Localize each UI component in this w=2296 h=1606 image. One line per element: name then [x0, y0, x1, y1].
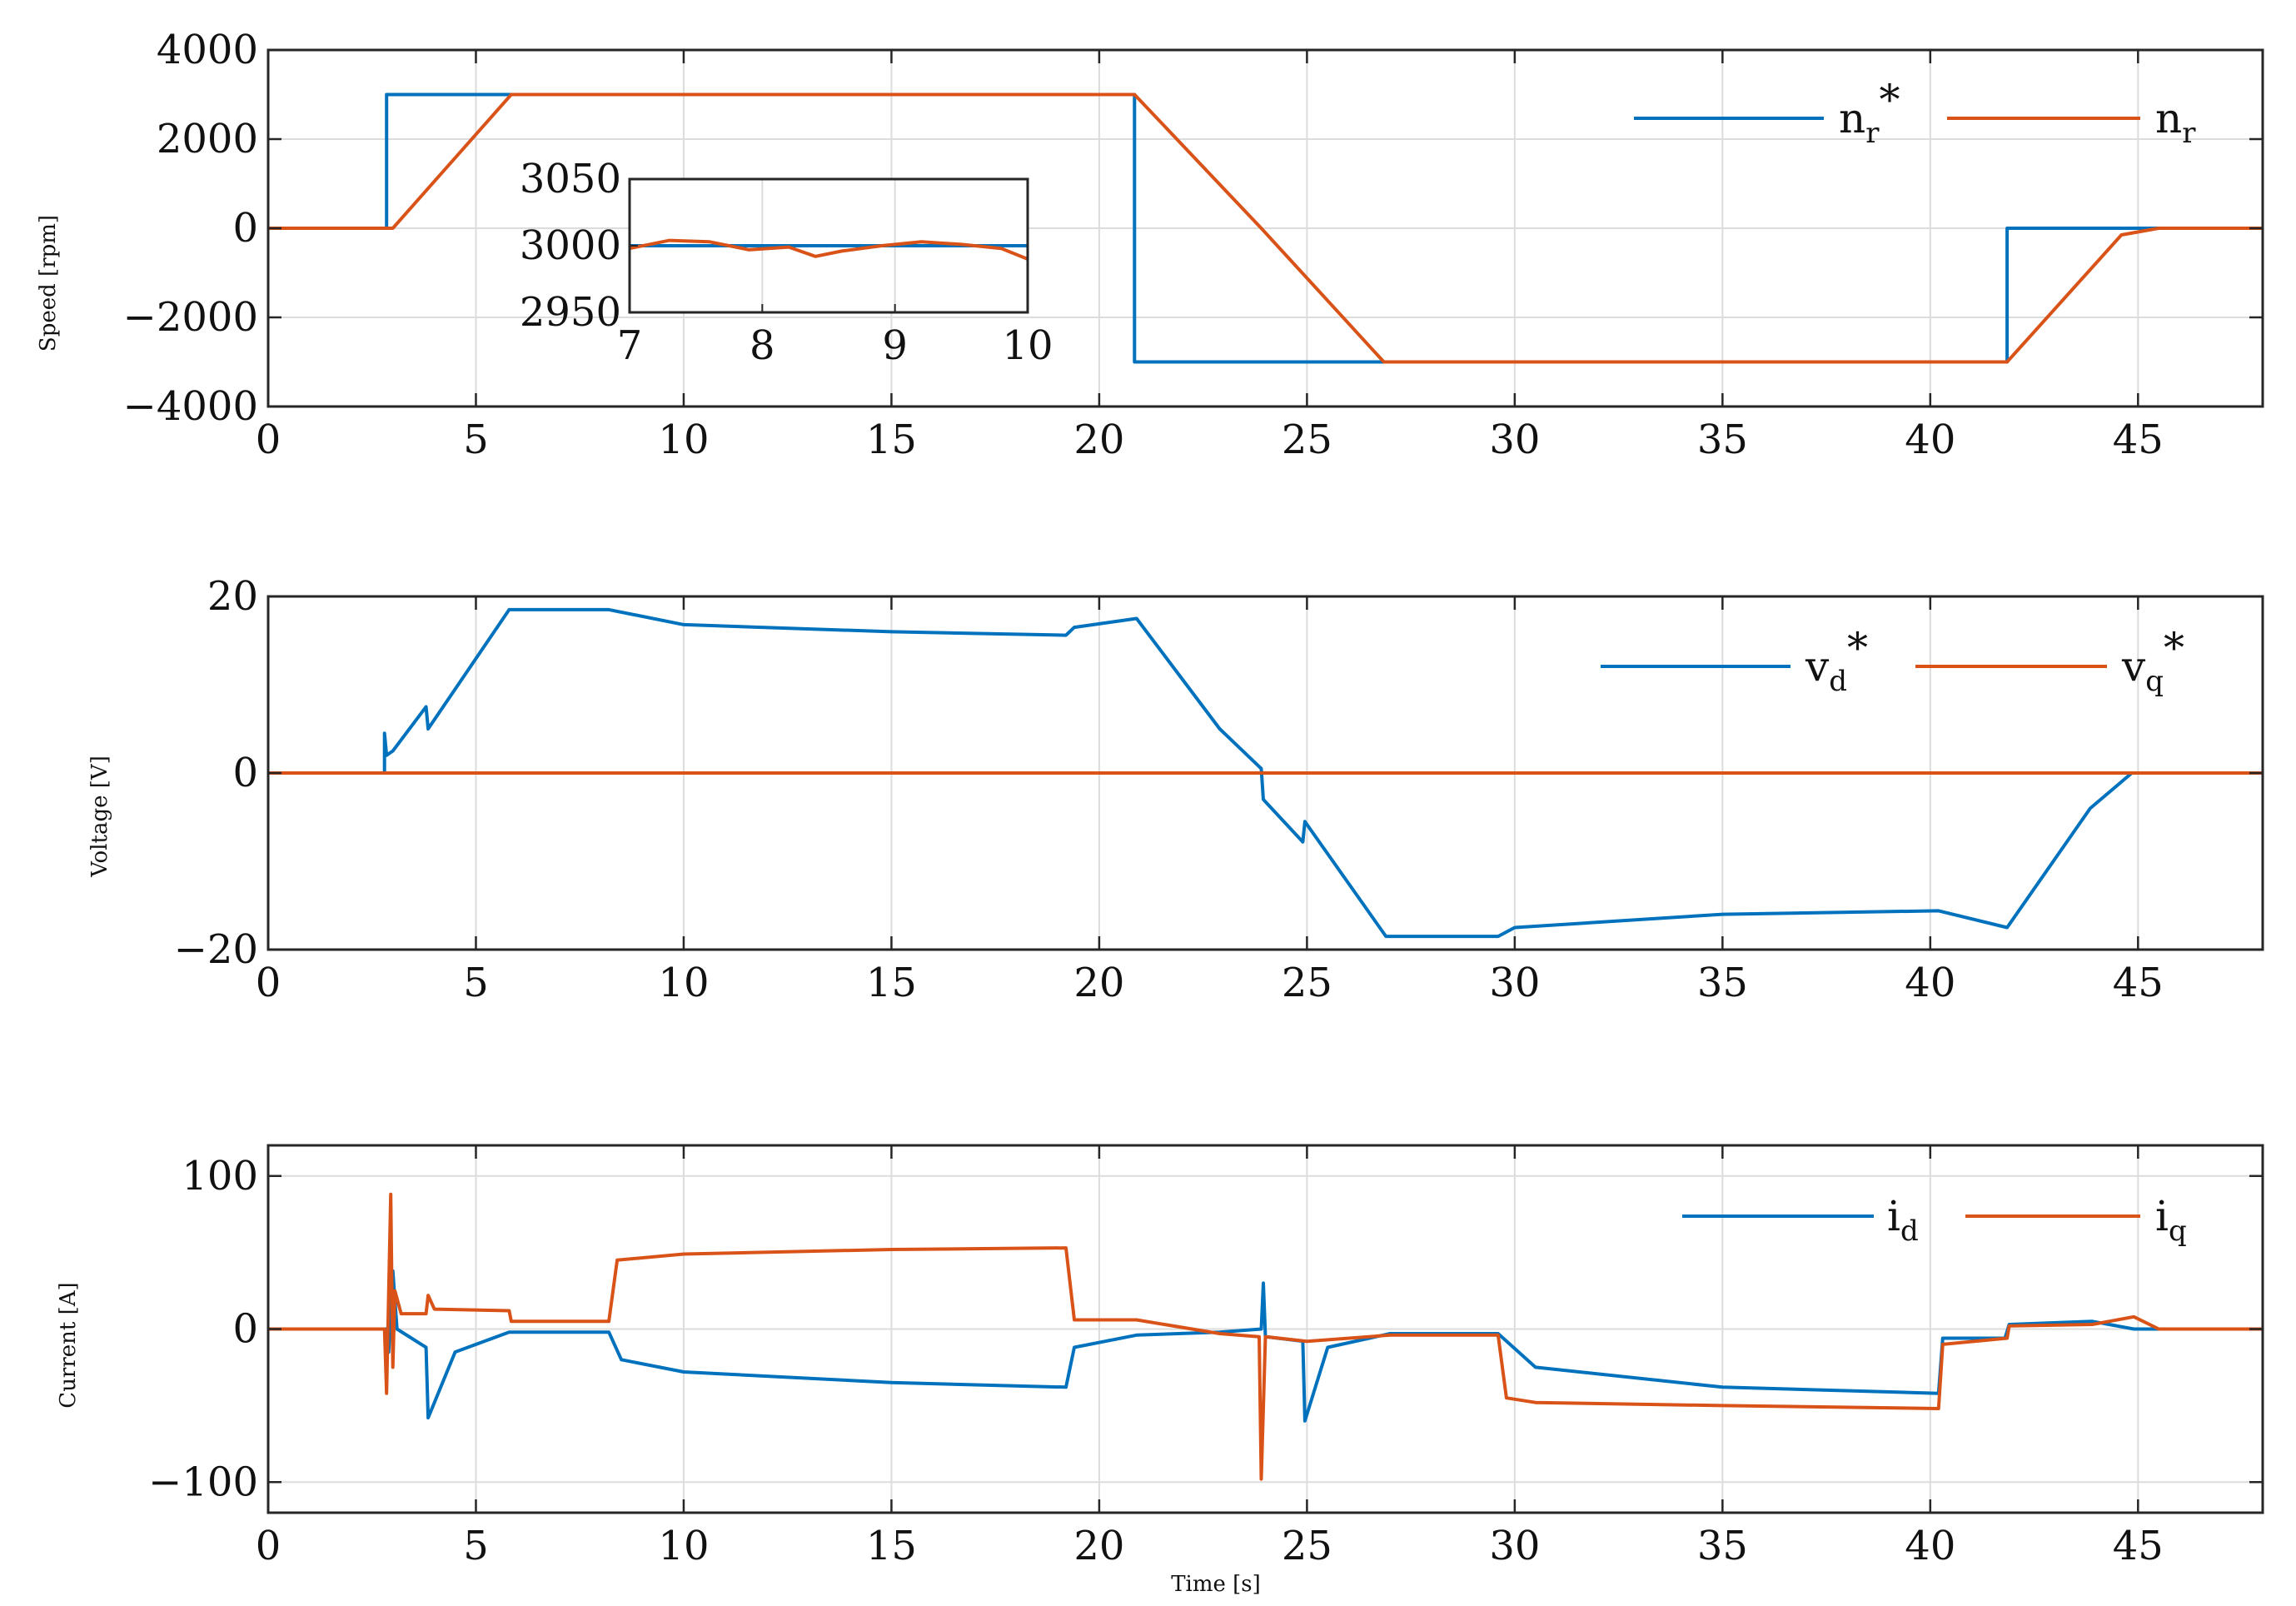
x-tick-label: 0 [256, 960, 281, 1006]
inset-y-tick-label: 3000 [520, 222, 621, 269]
x-tick-label: 40 [1905, 960, 1955, 1006]
y-tick-label: 20 [207, 573, 258, 620]
inset-y-tick-label: 2950 [520, 289, 621, 336]
time-xlabel: Time [s] [1171, 1572, 1261, 1597]
y-tick-label: 100 [182, 1153, 258, 1200]
inset-x-tick-label: 8 [750, 322, 775, 369]
speed-panel: Speed [rpm] 0 5 10 15 20 25 30 35 40 45 −4000 −2000… [36, 27, 2264, 463]
x-tick-label: 10 [658, 1523, 709, 1569]
x-tick-label: 25 [1282, 416, 1332, 463]
y-tick-label: 2000 [157, 116, 258, 162]
legend-label: id [1887, 1192, 1919, 1248]
inset-ticks: 7 8 9 10 2950 3000 3050 [520, 156, 1053, 369]
x-tick-label: 40 [1905, 416, 1955, 463]
x-tick-label: 10 [658, 960, 709, 1006]
speed-grid [268, 50, 2263, 406]
x-tick-label: 45 [2113, 960, 2164, 1006]
y-tick-label: 4000 [157, 27, 258, 73]
x-tick-label: 0 [256, 416, 281, 463]
y-tick-label: −100 [148, 1459, 258, 1505]
inset-series [629, 179, 1028, 312]
y-tick-label: −4000 [123, 383, 258, 430]
x-tick-label: 35 [1697, 960, 1748, 1006]
x-tick-label: 30 [1489, 960, 1540, 1006]
x-tick-label: 25 [1282, 960, 1332, 1006]
speed-legend: nr* nr [1634, 76, 2196, 150]
speed-ticks: 0 5 10 15 20 25 30 35 40 45 −4000 −2000 0 2000 4000 [123, 27, 2263, 463]
x-tick-label: 5 [463, 416, 489, 463]
current-series [268, 1192, 2263, 1481]
x-tick-label: 5 [463, 1523, 489, 1569]
voltage-series [268, 607, 2263, 939]
x-tick-label: 20 [1073, 1523, 1124, 1569]
x-tick-label: 20 [1073, 960, 1124, 1006]
current-legend: id iq [1682, 1192, 2187, 1248]
legend-label: vd* [1805, 624, 1868, 698]
series-line-id [268, 1269, 2263, 1423]
series-line-iq [268, 1192, 2263, 1481]
x-tick-label: 20 [1073, 416, 1124, 463]
speed-series [268, 92, 2263, 364]
y-tick-label: 0 [232, 750, 258, 796]
speed-ylabel: Speed [rpm] [36, 215, 61, 352]
inset-x-tick-label: 7 [617, 322, 643, 369]
voltage-legend: vd* vq* [1601, 624, 2184, 698]
series-line-nr [268, 92, 2263, 364]
x-tick-label: 35 [1697, 416, 1748, 463]
x-tick-label: 10 [658, 416, 709, 463]
x-tick-label: 25 [1282, 1523, 1332, 1569]
inset-y-tick-label: 3050 [520, 156, 621, 202]
current-panel: Current [A] 0 5 10 15 20 25 30 35 40 45 −100 0 100 i… [56, 1144, 2264, 1597]
voltage-ylabel: Voltage [V] [87, 756, 112, 878]
y-tick-label: 0 [232, 1306, 258, 1353]
x-tick-label: 0 [256, 1523, 281, 1569]
inset-series-line [629, 238, 1028, 261]
x-tick-label: 40 [1905, 1523, 1955, 1569]
y-tick-label: −20 [174, 926, 258, 973]
legend-label: vq* [2121, 624, 2184, 698]
inset-x-tick-label: 10 [1002, 322, 1053, 369]
x-tick-label: 30 [1489, 1523, 1540, 1569]
x-tick-label: 15 [866, 960, 917, 1006]
x-tick-label: 30 [1489, 416, 1540, 463]
x-tick-label: 45 [2113, 416, 2164, 463]
inset-x-tick-label: 9 [882, 322, 908, 369]
current-ticks: 0 5 10 15 20 25 30 35 40 45 −100 0 100 [148, 1145, 2263, 1569]
x-tick-label: 15 [866, 416, 917, 463]
legend-label: nr [2155, 94, 2196, 150]
legend-label: iq [2155, 1192, 2187, 1248]
legend-label: nr* [1839, 76, 1900, 150]
x-tick-label: 5 [463, 960, 489, 1006]
y-tick-label: 0 [232, 205, 258, 252]
y-tick-label: −2000 [123, 294, 258, 341]
x-tick-label: 35 [1697, 1523, 1748, 1569]
speed-inset: 7 8 9 10 2950 3000 3050 [520, 156, 1053, 369]
current-ylabel: Current [A] [56, 1282, 81, 1408]
x-tick-label: 15 [866, 1523, 917, 1569]
series-line-vd [382, 607, 2134, 939]
x-tick-label: 45 [2113, 1523, 2164, 1569]
